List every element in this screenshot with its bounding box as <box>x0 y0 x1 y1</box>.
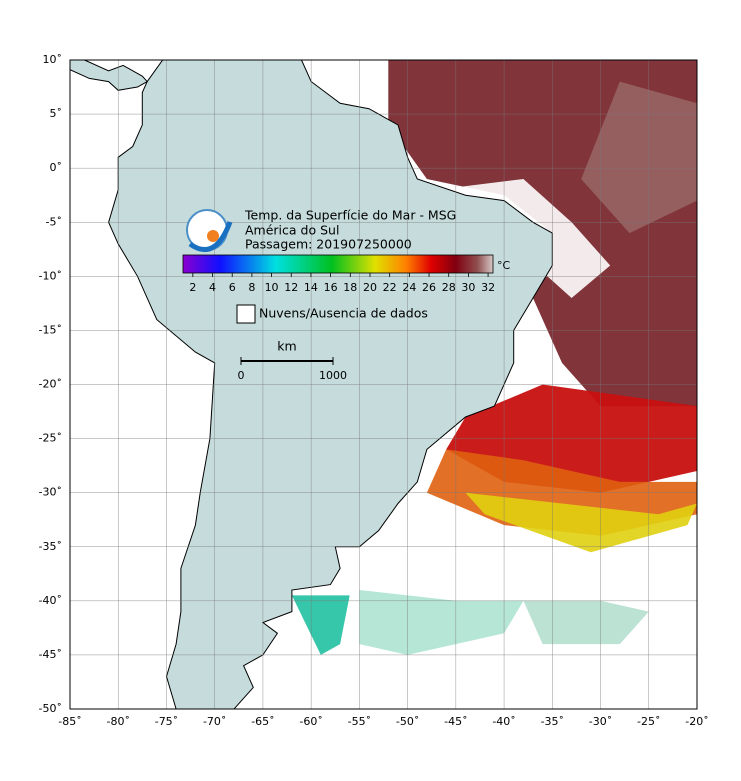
y-tick-label: 5˚ <box>50 107 63 120</box>
scale-unit: km <box>277 339 296 354</box>
sst-patch <box>291 595 350 655</box>
y-tick-label: -15˚ <box>39 323 62 336</box>
x-tick-label: -85˚ <box>58 715 81 728</box>
title-line: Temp. da Superfície do Mar - MSG <box>244 208 456 223</box>
sst-patch <box>523 600 649 645</box>
continent <box>70 60 148 91</box>
x-tick-label: -80˚ <box>106 715 129 728</box>
y-tick-label: -40˚ <box>39 594 62 607</box>
y-tick-label: 0˚ <box>50 161 63 174</box>
x-tick-label: -65˚ <box>251 715 274 728</box>
colorbar-tick-label: 24 <box>402 281 416 294</box>
legend-swatch <box>236 304 256 324</box>
colorbar-tick-label: 14 <box>304 281 318 294</box>
scale-tick-label: 0 <box>238 369 245 382</box>
y-tick-label: -30˚ <box>39 486 62 499</box>
x-tick-label: -35˚ <box>541 715 564 728</box>
title-line: América do Sul <box>245 223 339 238</box>
sst-patch <box>465 492 697 553</box>
x-tick-label: -25˚ <box>637 715 660 728</box>
colorbar-tick-label: 26 <box>422 281 436 294</box>
y-tick-label: -5˚ <box>46 215 62 228</box>
x-tick-label: -45˚ <box>444 715 467 728</box>
sst-patch <box>359 590 524 655</box>
y-tick-label: -10˚ <box>39 269 62 282</box>
scale-tick-label: 1000 <box>319 369 347 382</box>
logo-arc <box>188 221 233 253</box>
colorbar-tick-label: 2 <box>189 281 196 294</box>
map-frame <box>69 59 698 710</box>
colorbar-tick-label: 28 <box>442 281 456 294</box>
y-tick-label: -35˚ <box>39 540 62 553</box>
x-tick-label: -50˚ <box>396 715 419 728</box>
colorbar-unit: °C <box>497 259 511 272</box>
sst-patch <box>581 81 697 234</box>
y-tick-label: -25˚ <box>39 432 62 445</box>
map-legend: Temp. da Superfície do Mar - MSG América… <box>182 208 511 354</box>
x-tick-label: -75˚ <box>155 715 178 728</box>
x-tick-label: -70˚ <box>203 715 226 728</box>
y-tick-label: 10˚ <box>43 53 63 66</box>
y-tick-label: -20˚ <box>39 378 62 391</box>
colorbar-tick-label: 12 <box>284 281 298 294</box>
colorbar-tick-label: 32 <box>481 281 495 294</box>
x-tick-label: -30˚ <box>589 715 612 728</box>
logo-sun <box>207 230 219 242</box>
colorbar-tick-label: 6 <box>229 281 236 294</box>
colorbar-tick-label: 30 <box>461 281 475 294</box>
x-tick-label: -20˚ <box>685 715 708 728</box>
title-line: Passagem: 201907250000 <box>245 237 412 252</box>
colorbar-tick-label: 4 <box>209 281 216 294</box>
colorbar-tick-label: 8 <box>248 281 255 294</box>
x-tick-label: -40˚ <box>492 715 515 728</box>
y-tick-label: -50˚ <box>39 702 62 715</box>
colorbar-tick-label: 22 <box>383 281 397 294</box>
colorbar-tick-label: 18 <box>343 281 357 294</box>
colorbar-tick-label: 20 <box>363 281 377 294</box>
x-tick-label: -55˚ <box>348 715 371 728</box>
y-tick-label: -45˚ <box>39 648 62 661</box>
colorbar-tick-label: 16 <box>324 281 338 294</box>
legend-label: Nuvens/Ausencia de dados <box>259 306 428 321</box>
x-tick-label: -60˚ <box>299 715 322 728</box>
colorbar <box>182 254 494 274</box>
map-area <box>70 60 697 709</box>
colorbar-tick-label: 10 <box>265 281 279 294</box>
